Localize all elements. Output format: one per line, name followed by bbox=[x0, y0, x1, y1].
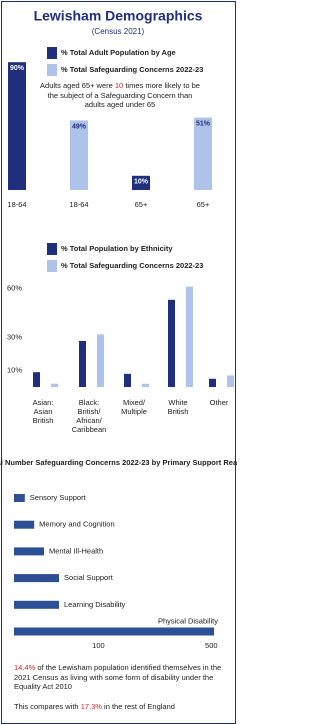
y-tick-label: 10% bbox=[7, 366, 22, 375]
legend-label: % Total Population by Ethnicity bbox=[61, 244, 173, 253]
title: Lewisham Demographics bbox=[34, 8, 203, 24]
x-tick-label: Black: British/African/Caribbean bbox=[72, 398, 107, 434]
x-tick-label-line: Asian: bbox=[33, 398, 54, 407]
frame bbox=[1, 1, 236, 724]
x-tick-label: 500 bbox=[205, 641, 218, 650]
bar-label: Social Support bbox=[64, 573, 114, 582]
bar-label: Learning Disability bbox=[64, 600, 126, 609]
bar bbox=[194, 117, 212, 190]
bar bbox=[209, 378, 216, 387]
value-label: 51% bbox=[196, 120, 211, 127]
legend-swatch bbox=[47, 260, 57, 272]
subtitle: (Census 2021) bbox=[92, 27, 145, 36]
bar bbox=[14, 494, 25, 502]
bar bbox=[51, 383, 58, 387]
footer-compare: This compares with 17.3% in the rest of … bbox=[14, 702, 224, 712]
x-tick-label: Asian: Asian British bbox=[33, 398, 54, 425]
legend-swatch bbox=[47, 64, 57, 76]
bar bbox=[132, 175, 150, 190]
footer-text: This compares with bbox=[14, 702, 81, 711]
x-tick-label-line: Caribbean bbox=[72, 425, 107, 434]
bar bbox=[97, 334, 104, 387]
bar bbox=[186, 286, 193, 387]
x-tick-label: 65+ bbox=[135, 200, 148, 209]
bar bbox=[33, 372, 40, 387]
y-tick-label: 60% bbox=[7, 283, 22, 292]
bar bbox=[227, 375, 234, 387]
chart-title: Total Number Safeguarding Concerns 2022-… bbox=[0, 458, 237, 467]
page: Lewisham Demographics (Census 2021) % To… bbox=[0, 0, 237, 725]
infographic: Lewisham Demographics (Census 2021) % To… bbox=[0, 8, 237, 650]
x-tick-label-line: Multiple bbox=[121, 407, 147, 416]
x-tick-label: White British bbox=[168, 398, 189, 416]
footer-text: in the rest of England bbox=[101, 702, 175, 711]
x-tick-label-line: Other bbox=[210, 398, 229, 407]
x-tick-label-line: Asian bbox=[34, 407, 53, 416]
x-tick-label-line: White bbox=[168, 398, 187, 407]
bar bbox=[14, 574, 60, 583]
footer-text: of the Lewisham population identified th… bbox=[14, 663, 222, 691]
bar bbox=[142, 383, 149, 387]
bar bbox=[14, 627, 215, 636]
x-tick-label: 65+ bbox=[197, 200, 210, 209]
bar bbox=[70, 120, 88, 190]
bar bbox=[14, 600, 60, 609]
bar bbox=[168, 299, 175, 387]
x-tick-label-line: British bbox=[168, 407, 189, 416]
legend-swatch bbox=[47, 47, 57, 59]
x-tick-label: 18-64 bbox=[7, 200, 26, 209]
bar bbox=[14, 520, 35, 529]
x-tick-label: 18-64 bbox=[69, 200, 88, 209]
bar bbox=[14, 547, 44, 556]
annotation: Adults aged 65+ were 10 times more likel… bbox=[40, 81, 200, 110]
footer-note: 14.4% of the Lewisham population identif… bbox=[14, 663, 224, 692]
bar-label: Sensory Support bbox=[30, 493, 87, 502]
bar-label: Memory and Cognition bbox=[39, 520, 114, 529]
x-tick-label-line: Black: bbox=[79, 398, 99, 407]
value-label: 90% bbox=[10, 65, 25, 72]
bar bbox=[8, 62, 26, 191]
annotation-text: times more likely to be the subject of a… bbox=[47, 81, 200, 109]
footer-highlight: 14.4% bbox=[14, 663, 36, 672]
x-tick-label-line: African/ bbox=[76, 416, 102, 425]
annotation-text: Adults aged 65+ were bbox=[40, 81, 115, 90]
legend-swatch bbox=[47, 243, 57, 255]
legend-label: % Total Adult Population by Age bbox=[61, 48, 176, 57]
bar bbox=[79, 340, 86, 387]
x-tick-label-line: British bbox=[33, 416, 54, 425]
value-label: 10% bbox=[134, 179, 149, 186]
bar bbox=[124, 373, 131, 387]
value-label: 49% bbox=[72, 123, 87, 130]
annotation-highlight: 10 bbox=[114, 81, 124, 90]
bar-label: Physical Disability bbox=[158, 616, 218, 625]
footer-highlight: 17.3% bbox=[80, 702, 102, 711]
legend-label: % Total Safeguarding Concerns 2022-23 bbox=[61, 65, 203, 74]
x-tick-label: Other bbox=[210, 398, 229, 407]
y-tick-label: 30% bbox=[7, 333, 22, 342]
legend-label: % Total Safeguarding Concerns 2022-23 bbox=[61, 261, 203, 270]
x-tick-label-line: Mixed/ bbox=[123, 398, 146, 407]
x-tick-label: Mixed/Multiple bbox=[121, 398, 147, 416]
bar-label: Mental Ill-Health bbox=[49, 546, 103, 555]
x-tick-label-line: British/ bbox=[78, 407, 102, 416]
x-tick-label: 100 bbox=[92, 641, 105, 650]
